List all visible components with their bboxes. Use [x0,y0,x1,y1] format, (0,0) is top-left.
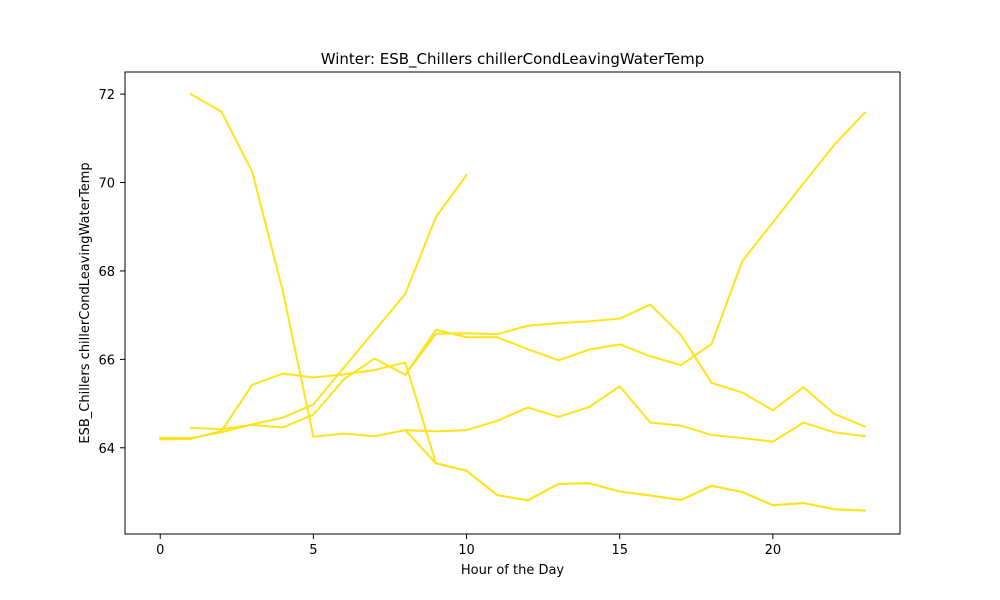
series-line-2 [159,173,468,440]
chart-title: Winter: ESB_Chillers chillerCondLeavingW… [321,50,705,69]
x-axis-label: Hour of the Day [461,563,565,578]
plot-frame [124,71,901,535]
y-axis: 64 66 68 70 72 [98,88,125,457]
x-tick-label: 20 [765,543,782,558]
series-line-4 [189,303,867,431]
x-tick-label: 0 [156,543,164,558]
y-tick-label: 66 [98,353,115,368]
series-line-5 [403,111,867,377]
y-tick-label: 70 [98,177,115,192]
series-line-1 [189,92,866,512]
y-tick-label: 68 [98,265,115,280]
x-tick-label: 15 [611,543,628,558]
series-layer [159,92,867,512]
series-line-3 [159,361,866,512]
x-tick-label: 10 [458,543,475,558]
y-tick-label: 72 [98,88,115,103]
series-line-6 [404,385,866,443]
y-axis-label: ESB_Chillers chillerCondLeavingWaterTemp [78,162,93,443]
y-tick-label: 64 [98,442,115,457]
x-axis: 0 5 10 15 20 [156,534,781,558]
x-tick-label: 5 [309,543,317,558]
